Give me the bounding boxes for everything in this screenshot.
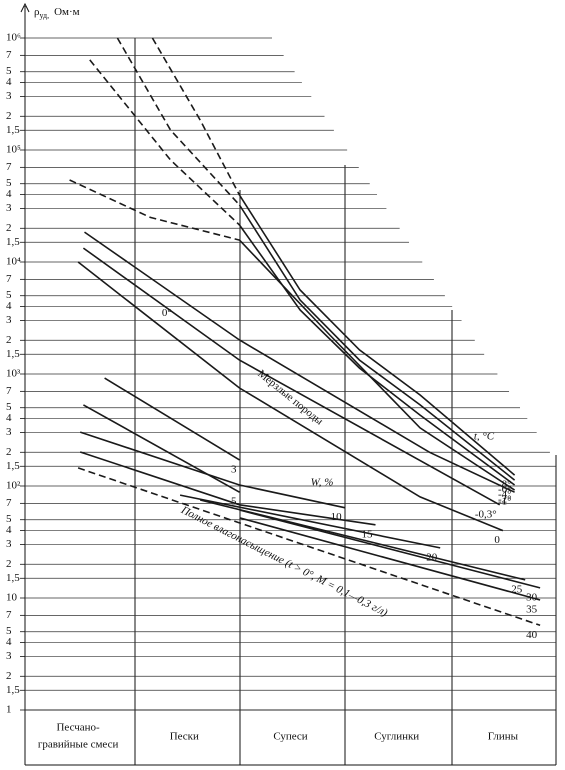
y-tick-label: 2 xyxy=(6,558,12,570)
y-tick-label: 5 xyxy=(6,177,12,189)
curve xyxy=(239,517,541,601)
y-tick-label: 3 xyxy=(6,90,12,102)
annotation: t, °C xyxy=(474,431,495,443)
y-tick-label: 1,5 xyxy=(6,236,20,248)
y-tick-label: 7 xyxy=(6,497,12,509)
y-tick-label: 3 xyxy=(6,314,12,326)
curve xyxy=(104,377,240,461)
annotation: W, % xyxy=(311,477,334,489)
y-tick-label: 4 xyxy=(6,524,12,536)
curve xyxy=(116,37,241,206)
curve-label: 0 xyxy=(494,534,500,546)
y-tick-label: 2 xyxy=(6,222,12,234)
y-tick-label: 1,5 xyxy=(6,460,20,472)
y-label-symbol: ρ xyxy=(34,6,40,18)
y-tick-label: 10 xyxy=(6,592,18,604)
y-tick-label: 1,5 xyxy=(6,348,20,360)
curve xyxy=(77,467,541,627)
curve xyxy=(238,204,516,481)
curve-label: 0° xyxy=(162,307,172,319)
curve xyxy=(89,59,241,226)
y-tick-label: 7 xyxy=(6,273,12,285)
y-tick-label: 5 xyxy=(6,65,12,77)
y-label-unit: Ом·м xyxy=(54,6,80,18)
category-label: Супеси xyxy=(273,731,307,743)
y-tick-label: 2 xyxy=(6,334,12,346)
y-tick-label: 7 xyxy=(6,49,12,61)
curve-label: 35 xyxy=(526,604,538,616)
curve-label: -0,3° xyxy=(475,508,497,520)
y-tick-label: 5 xyxy=(6,289,12,301)
category-label: Суглинки xyxy=(374,731,419,743)
curve xyxy=(238,194,516,476)
y-tick-label: 4 xyxy=(6,412,12,424)
curve xyxy=(84,231,515,493)
curve xyxy=(82,247,501,506)
y-axis-label: ρуд, Ом·м xyxy=(34,6,80,20)
curve xyxy=(79,431,345,509)
y-tick-label: 3 xyxy=(6,650,12,662)
y-tick-label: 2 xyxy=(6,670,12,682)
curve xyxy=(69,179,240,241)
curve-label: -4° xyxy=(498,489,512,501)
y-tick-label: 3 xyxy=(6,426,12,438)
y-axis-arrow xyxy=(20,2,30,13)
y-tick-label: 1,5 xyxy=(6,572,20,584)
y-tick-label: 3 xyxy=(6,538,12,550)
curve-label: -1° xyxy=(498,496,512,508)
y-label-sub: уд, xyxy=(40,11,50,20)
curve xyxy=(179,494,441,549)
curve xyxy=(238,239,516,491)
y-tick-label: 10² xyxy=(6,480,21,492)
curve-label: 5 xyxy=(231,496,237,508)
curve-label: 40 xyxy=(526,629,538,641)
category-label: Глины xyxy=(488,731,519,743)
y-tick-label: 1,5 xyxy=(6,124,20,136)
y-tick-label: 7 xyxy=(6,609,12,621)
y-tick-label: 10⁴ xyxy=(6,256,21,268)
category-label: Песчано- xyxy=(56,722,100,734)
y-tick-label: 10⁶ xyxy=(6,32,21,44)
curve-label: 10 xyxy=(331,511,343,523)
curve-label: -2° xyxy=(498,494,512,506)
y-tick-label: 1,5 xyxy=(6,684,20,696)
y-tick-label: 1 xyxy=(6,704,12,716)
category-label: гравийные смеси xyxy=(38,739,119,751)
y-tick-label: 5 xyxy=(6,625,12,637)
y-tick-label: 7 xyxy=(6,385,12,397)
curve xyxy=(239,509,541,589)
y-tick-label: 2 xyxy=(6,110,12,122)
y-tick-label: 2 xyxy=(6,446,12,458)
category-label: Пески xyxy=(170,731,199,743)
curve-label: 3 xyxy=(231,463,237,475)
curve-label: 25 xyxy=(511,583,523,595)
y-tick-label: 4 xyxy=(6,300,12,312)
curve xyxy=(79,451,376,526)
y-tick-label: 4 xyxy=(6,636,12,648)
curve-label: 15 xyxy=(361,528,373,540)
y-tick-label: 10³ xyxy=(6,368,21,380)
curve xyxy=(83,404,240,493)
y-tick-label: 3 xyxy=(6,202,12,214)
y-tick-label: 5 xyxy=(6,513,12,525)
y-tick-label: 10⁵ xyxy=(6,144,21,156)
y-tick-label: 4 xyxy=(6,76,12,88)
y-tick-label: 7 xyxy=(6,161,12,173)
y-tick-label: 4 xyxy=(6,188,12,200)
curve xyxy=(77,261,504,532)
y-tick-label: 5 xyxy=(6,401,12,413)
